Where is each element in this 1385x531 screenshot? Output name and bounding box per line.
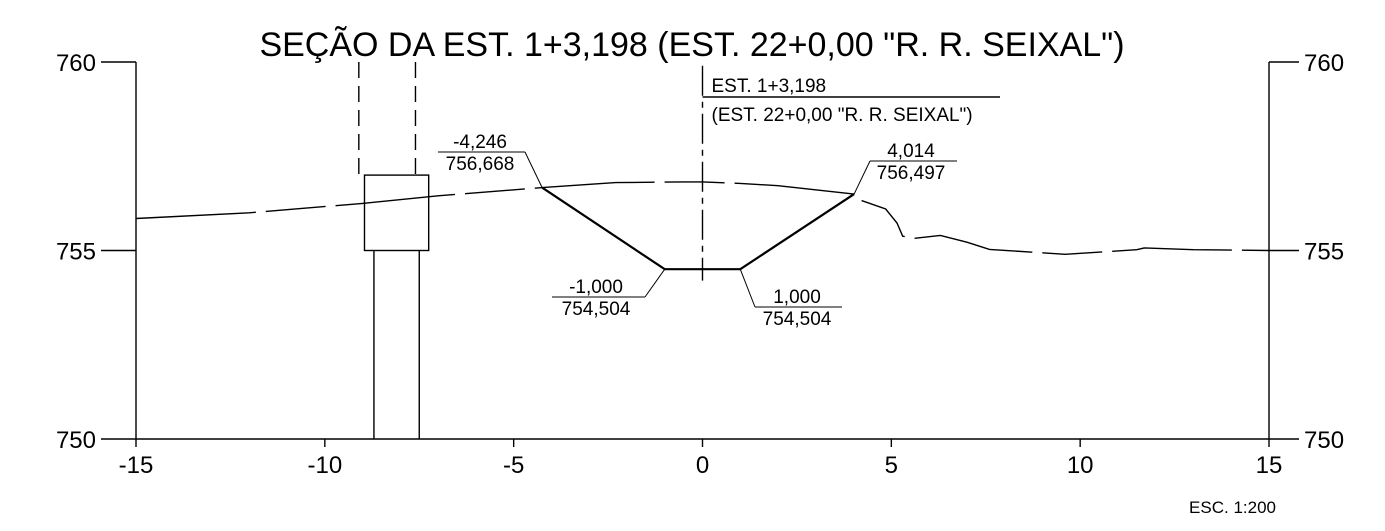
x-tick-label: 10 — [1067, 452, 1094, 479]
x-tick-label: -10 — [307, 452, 342, 479]
annotation-right-top-offset: 4,014 — [887, 141, 935, 162]
cut-template-section — [541, 186, 855, 271]
annotation-left-bottom-elevation: 754,504 — [562, 299, 631, 320]
scale-note: ESC. 1:200 — [1189, 498, 1276, 517]
cut-template-line — [541, 186, 855, 271]
annotation-left-bottom-offset: -1,000 — [569, 277, 623, 298]
right-y-tick-label: 755 — [1304, 239, 1344, 266]
annotation-left-top-leader — [524, 151, 543, 188]
left-y-tick-label: 750 — [56, 427, 96, 454]
left-y-tick-label: 760 — [56, 50, 96, 77]
x-tick-label: -5 — [503, 452, 524, 479]
annotation-right-bottom-offset: 1,000 — [773, 287, 821, 308]
annotation-left-top-elevation: 756,668 — [446, 154, 515, 175]
station-label-line2: (EST. 22+0,00 "R. R. SEIXAL") — [712, 105, 973, 126]
annotation-right-top-leader — [853, 160, 871, 195]
x-tick-label: -15 — [119, 452, 154, 479]
terrain-profile — [135, 181, 1270, 256]
annotation-right-top-elevation: 756,497 — [877, 163, 946, 184]
annotation-right-bottom-elevation: 754,504 — [763, 309, 832, 330]
annotation-left-top-offset: -4,246 — [453, 132, 507, 153]
terrain-line — [135, 181, 1270, 256]
right-y-tick-label: 760 — [1304, 50, 1344, 77]
section-title: SEÇÃO DA EST. 1+3,198 (EST. 22+0,00 "R. … — [259, 26, 1124, 64]
axis-ticks: -15 -10 -5 0 5 10 15 760 755 750 760 755 750 — [56, 50, 1344, 479]
point-annotations: -4,246756,668-1,000754,5041,000754,5044,… — [438, 132, 957, 330]
station-label-line1: EST. 1+3,198 — [712, 76, 827, 97]
x-tick-label: 15 — [1256, 452, 1283, 479]
x-tick-label: 5 — [885, 452, 898, 479]
structure-box — [363, 174, 430, 252]
right-y-tick-label: 750 — [1304, 427, 1344, 454]
annotation-right-bottom-leader — [739, 269, 756, 308]
annotation-left-bottom-leader — [644, 268, 666, 298]
x-tick-label: 0 — [696, 452, 709, 479]
structure-drawing — [358, 62, 430, 439]
left-y-tick-label: 755 — [56, 239, 96, 266]
centerline: EST. 1+3,198 (EST. 22+0,00 "R. R. SEIXAL"… — [701, 65, 1000, 281]
